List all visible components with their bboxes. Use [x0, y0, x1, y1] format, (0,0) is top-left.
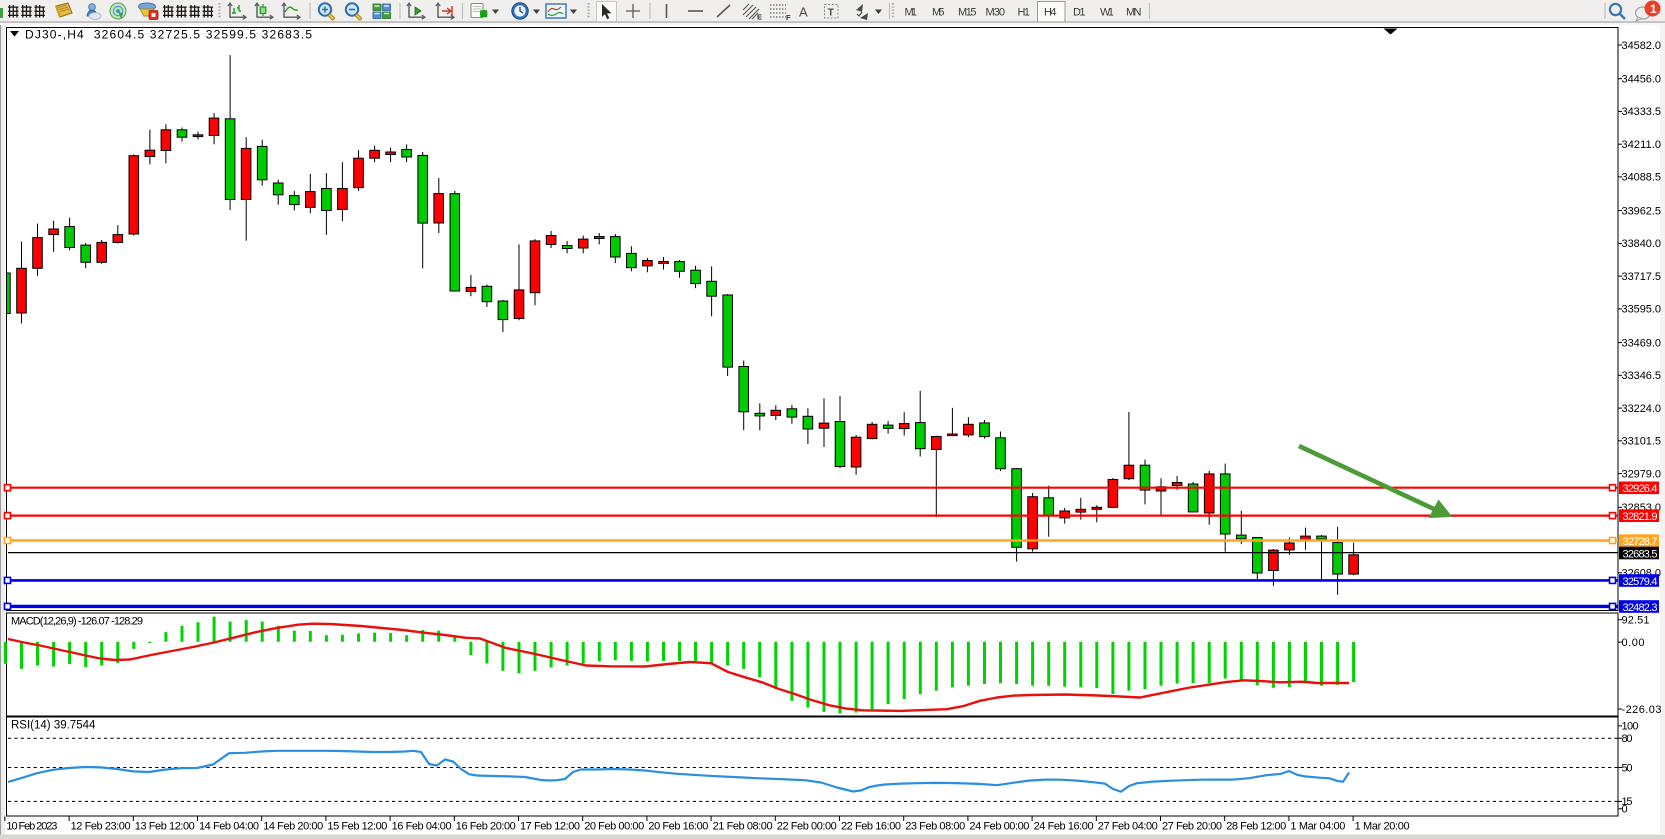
svg-text:33595.0: 33595.0 [1622, 304, 1662, 316]
svg-text:14 Feb 04:00: 14 Feb 04:00 [199, 821, 259, 833]
svg-text:33717.5: 33717.5 [1622, 271, 1662, 283]
svg-text:50: 50 [1622, 762, 1633, 774]
svg-text:33224.0: 33224.0 [1622, 403, 1662, 415]
svg-text:DJ30-,H4 32604.5 32725.5 3259: DJ30-,H4 32604.5 32725.5 32599.5 32683.5 [25, 28, 312, 42]
svg-text:H1: H1 [1018, 7, 1031, 19]
svg-text:23 Feb 08:00: 23 Feb 08:00 [905, 821, 965, 833]
svg-text:M1: M1 [905, 7, 918, 19]
svg-text:17 Feb 12:00: 17 Feb 12:00 [520, 821, 580, 833]
svg-text:22 Feb 16:00: 22 Feb 16:00 [841, 821, 901, 833]
svg-text:14 Feb 20:00: 14 Feb 20:00 [263, 821, 323, 833]
svg-text:W1: W1 [1100, 7, 1114, 19]
svg-text:92.51: 92.51 [1622, 615, 1650, 627]
svg-text:20 Feb 00:00: 20 Feb 00:00 [584, 821, 644, 833]
svg-text:E: E [757, 13, 762, 22]
svg-text:16 Feb 04:00: 16 Feb 04:00 [392, 821, 452, 833]
svg-text:M5: M5 [932, 7, 945, 19]
svg-text:28 Feb 12:00: 28 Feb 12:00 [1226, 821, 1286, 833]
svg-text:0: 0 [1622, 804, 1628, 816]
svg-text:13 Feb 12:00: 13 Feb 12:00 [135, 821, 195, 833]
svg-text:32728.7: 32728.7 [1623, 536, 1658, 548]
svg-text:100: 100 [1622, 721, 1639, 733]
svg-text:24 Feb 00:00: 24 Feb 00:00 [969, 821, 1029, 833]
svg-text:33469.0: 33469.0 [1622, 337, 1662, 349]
svg-text:15: 15 [1622, 796, 1633, 808]
svg-text:32482.3: 32482.3 [1623, 602, 1658, 614]
svg-text:20 Feb 16:00: 20 Feb 16:00 [648, 821, 708, 833]
svg-text:33101.5: 33101.5 [1622, 436, 1662, 448]
svg-text:16 Feb 20:00: 16 Feb 20:00 [456, 821, 516, 833]
svg-text:1 Mar 20:00: 1 Mar 20:00 [1355, 821, 1410, 833]
svg-text:MACD(12,26,9) -126.07 -128.29: MACD(12,26,9) -126.07 -128.29 [11, 616, 143, 628]
svg-text:32926.4: 32926.4 [1623, 483, 1658, 495]
svg-text:34333.5: 34333.5 [1622, 106, 1662, 118]
svg-text:32979.0: 32979.0 [1622, 468, 1662, 480]
svg-text:32853.0: 32853.0 [1622, 502, 1662, 514]
svg-text:33962.5: 33962.5 [1622, 205, 1662, 217]
svg-text:27 Feb 20:00: 27 Feb 20:00 [1162, 821, 1222, 833]
svg-text:33840.0: 33840.0 [1622, 238, 1662, 250]
svg-text:A: A [799, 5, 808, 20]
svg-text:M30: M30 [986, 7, 1006, 19]
svg-text:1: 1 [1650, 2, 1657, 16]
svg-text:32683.5: 32683.5 [1623, 548, 1658, 560]
svg-text:34582.0: 34582.0 [1622, 40, 1662, 52]
svg-text:21 Feb 08:00: 21 Feb 08:00 [713, 821, 773, 833]
svg-text:T: T [828, 7, 835, 19]
svg-text:M15: M15 [958, 7, 977, 19]
svg-text:MN: MN [1126, 7, 1142, 19]
svg-text:22 Feb 00:00: 22 Feb 00:00 [777, 821, 837, 833]
svg-text:10 Feb 2023: 10 Feb 2023 [6, 821, 57, 833]
svg-text:RSI(14) 39.7544: RSI(14) 39.7544 [11, 720, 96, 732]
svg-text:-226.03: -226.03 [1622, 704, 1662, 716]
svg-text:80: 80 [1622, 733, 1633, 745]
svg-text:0.00: 0.00 [1622, 637, 1645, 649]
svg-text:32821.9: 32821.9 [1623, 511, 1658, 523]
svg-text:27 Feb 04:00: 27 Feb 04:00 [1098, 821, 1158, 833]
svg-text:D1: D1 [1073, 7, 1086, 19]
svg-text:34088.5: 34088.5 [1622, 172, 1662, 184]
svg-text:33346.5: 33346.5 [1622, 370, 1662, 382]
svg-text:F: F [786, 13, 791, 22]
svg-text:15 Feb 12:00: 15 Feb 12:00 [327, 821, 387, 833]
svg-text:34211.0: 34211.0 [1622, 139, 1662, 151]
svg-text:1 Mar 04:00: 1 Mar 04:00 [1290, 821, 1345, 833]
svg-text:24 Feb 16:00: 24 Feb 16:00 [1034, 821, 1094, 833]
svg-text:34456.0: 34456.0 [1622, 74, 1662, 86]
svg-text:12 Feb 23:00: 12 Feb 23:00 [71, 821, 131, 833]
svg-text:32579.4: 32579.4 [1623, 576, 1658, 588]
svg-text:H4: H4 [1044, 7, 1057, 19]
